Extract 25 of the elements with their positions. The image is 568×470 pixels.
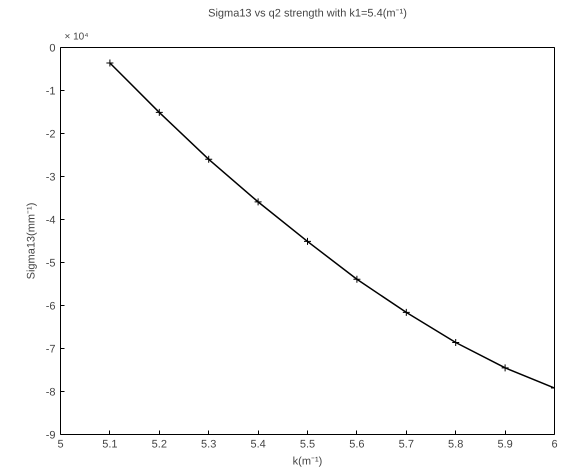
y-tick-label: -5 — [46, 258, 56, 270]
x-tick-label: 5.7 — [398, 438, 414, 450]
y-tick-label: -7 — [46, 344, 56, 356]
y-tick-label: -6 — [46, 300, 56, 312]
x-tick-label: 5.6 — [349, 438, 365, 450]
y-tick-label: 0 — [49, 42, 56, 54]
text: × 10⁴ — [64, 32, 89, 42]
y-tick-label: -1 — [46, 86, 56, 98]
x-tick-label: 5.8 — [448, 438, 464, 450]
x-tick-label: 5.2 — [152, 438, 167, 450]
x-tick-label: 5.9 — [497, 438, 513, 450]
x-tick-label: 5.1 — [102, 438, 118, 450]
y-tick-label: -3 — [46, 172, 56, 184]
x-axis-title: k(m⁻¹) — [292, 456, 322, 468]
y-tick-label: -8 — [46, 386, 56, 398]
y-tick-label: -4 — [46, 214, 56, 226]
x-tick-label: 5.4 — [250, 438, 266, 450]
y-tick-label: -2 — [46, 128, 56, 140]
x-tick-label: 5 — [57, 438, 64, 450]
y-axis-title: Sigma13(mm⁻¹) — [26, 202, 38, 280]
x-tick-label: 5.5 — [300, 438, 316, 450]
x-tick-label: 6 — [551, 438, 558, 450]
x-tick-label: 5.3 — [201, 438, 216, 450]
chart-title: Sigma13 vs q2 strength with k1=5.4(m⁻¹) — [208, 8, 407, 20]
y-tick-label: -9 — [46, 430, 56, 442]
